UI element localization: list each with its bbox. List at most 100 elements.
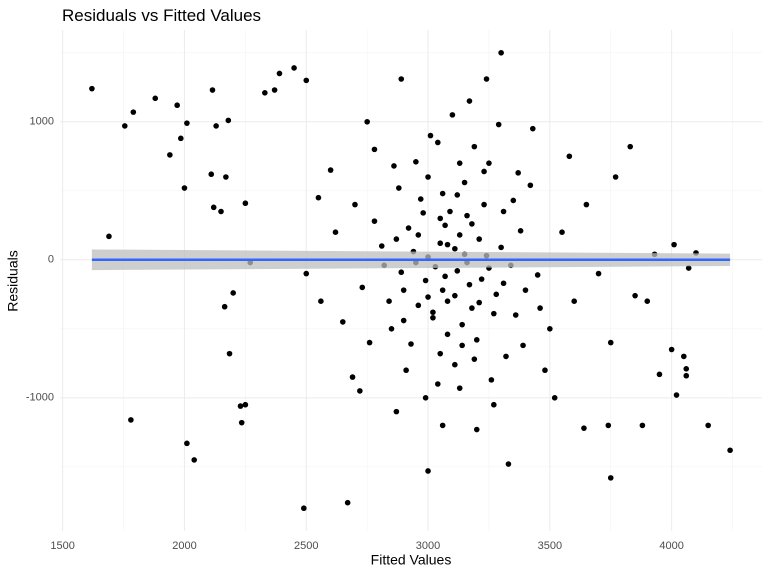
y-tick-label: -1000	[26, 392, 54, 404]
point	[537, 305, 543, 311]
point	[301, 505, 307, 512]
point	[456, 232, 463, 238]
point	[632, 292, 638, 299]
point	[486, 160, 492, 166]
point	[213, 123, 219, 129]
point	[242, 200, 249, 207]
point	[237, 403, 244, 409]
point	[357, 388, 363, 394]
point	[481, 168, 487, 175]
point	[493, 291, 500, 298]
point	[473, 337, 480, 343]
point	[174, 102, 180, 109]
point	[425, 294, 431, 300]
point	[349, 374, 356, 380]
point	[449, 112, 456, 118]
point	[209, 87, 216, 93]
point	[727, 447, 733, 454]
point	[210, 204, 217, 211]
point	[444, 298, 451, 305]
point	[607, 339, 614, 346]
point	[495, 121, 502, 128]
x-tick-label: 3000	[416, 540, 440, 552]
point	[422, 277, 429, 284]
point	[238, 419, 245, 426]
point	[469, 221, 475, 227]
point	[393, 236, 400, 242]
point	[378, 243, 385, 249]
point	[434, 381, 441, 387]
point	[371, 218, 378, 224]
point	[128, 417, 134, 423]
point	[413, 159, 419, 165]
point	[500, 208, 507, 215]
point	[673, 392, 680, 398]
point	[225, 117, 232, 124]
point	[221, 303, 228, 310]
point	[454, 268, 461, 274]
point	[534, 272, 541, 278]
point	[705, 422, 711, 429]
chart-title: Residuals vs Fitted Values	[62, 6, 261, 25]
y-tick-label: 1000	[30, 116, 54, 128]
x-tick-label: 4000	[659, 540, 683, 552]
point	[476, 236, 483, 242]
point	[230, 290, 236, 296]
y-tick-label: 0	[48, 254, 54, 266]
point	[627, 143, 634, 150]
point	[427, 132, 434, 139]
point	[218, 208, 224, 215]
point	[242, 401, 249, 408]
x-tick-label: 1500	[50, 540, 74, 552]
point	[473, 426, 480, 433]
point	[481, 201, 487, 208]
x-tick-label: 3500	[538, 540, 562, 552]
point	[420, 210, 426, 216]
point	[276, 70, 283, 77]
point	[681, 353, 687, 360]
point	[430, 314, 436, 321]
point	[476, 299, 483, 306]
point	[452, 292, 458, 299]
point	[456, 160, 463, 166]
point	[566, 153, 573, 160]
point	[515, 170, 521, 176]
point	[471, 143, 478, 150]
point	[583, 201, 590, 208]
point	[471, 356, 478, 362]
point	[405, 225, 412, 231]
point	[505, 461, 512, 467]
point	[178, 135, 184, 142]
point	[442, 222, 448, 229]
point	[459, 342, 465, 349]
point	[425, 468, 431, 474]
point	[459, 321, 465, 328]
point	[167, 152, 173, 158]
point	[315, 194, 322, 201]
point	[483, 76, 490, 82]
point	[547, 326, 553, 332]
point	[447, 208, 453, 215]
point	[683, 372, 690, 379]
x-tick-label: 2000	[172, 540, 196, 552]
point	[439, 287, 446, 293]
point	[422, 395, 429, 401]
x-tick-label: 2500	[294, 540, 318, 552]
point	[303, 77, 310, 84]
point	[223, 174, 229, 180]
point	[434, 139, 441, 146]
point	[398, 76, 405, 82]
point	[364, 118, 370, 125]
point	[439, 190, 446, 197]
point	[366, 339, 373, 346]
point	[522, 287, 529, 293]
point	[437, 350, 444, 357]
point	[184, 120, 190, 126]
point	[386, 298, 392, 305]
point	[403, 367, 409, 374]
point	[498, 244, 504, 251]
point	[344, 499, 351, 506]
point	[503, 353, 509, 360]
point	[332, 229, 339, 235]
point	[106, 233, 112, 240]
